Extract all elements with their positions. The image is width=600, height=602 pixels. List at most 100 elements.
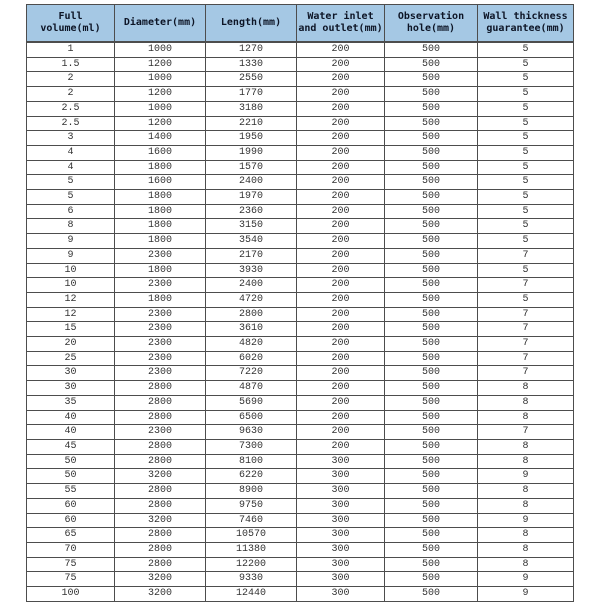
table-cell: 25 <box>26 350 115 367</box>
table-cell: 75 <box>26 571 115 588</box>
table-cell: 9750 <box>205 497 297 514</box>
table-cell: 5 <box>477 41 574 58</box>
table-cell: 8100 <box>205 453 297 470</box>
table-cell: 300 <box>296 586 385 602</box>
table-cell: 1 <box>26 41 115 58</box>
table-cell: 8 <box>477 541 574 558</box>
table-cell: 2 <box>26 86 115 102</box>
table-cell: 1000 <box>114 100 206 117</box>
table-cell: 5 <box>477 130 574 146</box>
table-cell: 50 <box>26 453 115 470</box>
table-cell: 200 <box>296 277 385 293</box>
table-cell: 1990 <box>205 144 297 161</box>
table-cell: 300 <box>296 527 385 543</box>
table-cell: 5 <box>477 174 574 191</box>
table-cell: 500 <box>384 306 478 323</box>
table-cell: 75 <box>26 556 115 573</box>
table-cell: 6500 <box>205 409 297 426</box>
table-cell: 500 <box>384 438 478 455</box>
table-cell: 500 <box>384 586 478 602</box>
table-cell: 200 <box>296 71 385 88</box>
table-cell: 200 <box>296 174 385 191</box>
table-cell: 6020 <box>205 350 297 367</box>
table-cell: 5 <box>477 233 574 249</box>
table-cell: 3180 <box>205 100 297 117</box>
table-cell: 11380 <box>205 541 297 558</box>
table-row: 30 2300 7220 200 500 7 <box>26 365 574 382</box>
table-cell: 2400 <box>205 174 297 191</box>
table-cell: 500 <box>384 571 478 588</box>
table-cell: 500 <box>384 541 478 558</box>
table-cell: 2170 <box>205 247 297 264</box>
table-cell: 200 <box>296 291 385 308</box>
table-cell: 500 <box>384 218 478 235</box>
table-cell: 55 <box>26 483 115 499</box>
table-cell: 5 <box>26 174 115 191</box>
table-cell: 500 <box>384 203 478 220</box>
table-cell: 7460 <box>205 512 297 529</box>
table-cell: 5 <box>477 291 574 308</box>
table-cell: 10 <box>26 262 115 279</box>
table-cell: 7 <box>477 277 574 293</box>
table-cell: 3930 <box>205 262 297 279</box>
table-cell: 200 <box>296 336 385 352</box>
table-cell: 40 <box>26 424 115 440</box>
column-header-line: volume(ml) <box>40 23 101 34</box>
table-cell: 500 <box>384 336 478 352</box>
table-cell: 200 <box>296 424 385 440</box>
table-cell: 2800 <box>114 527 206 543</box>
table-cell: 200 <box>296 130 385 146</box>
table-cell: 1330 <box>205 56 297 73</box>
table-cell: 500 <box>384 321 478 338</box>
column-header-line: guarantee(mm) <box>486 23 565 34</box>
table-cell: 8 <box>477 497 574 514</box>
table-cell: 300 <box>296 497 385 514</box>
table-cell: 7 <box>477 321 574 338</box>
table-cell: 1200 <box>114 86 206 102</box>
table-cell: 200 <box>296 394 385 411</box>
table-cell: 9 <box>477 468 574 485</box>
table-cell: 2300 <box>114 247 206 264</box>
table-cell: 9 <box>26 233 115 249</box>
table-cell: 7 <box>477 350 574 367</box>
table-cell: 5 <box>477 189 574 205</box>
table-cell: 1800 <box>114 262 206 279</box>
table-row: 75 3200 9330 300 500 9 <box>26 571 574 588</box>
table-cell: 500 <box>384 468 478 485</box>
table-cell: 1800 <box>114 291 206 308</box>
table-cell: 500 <box>384 424 478 440</box>
table-cell: 5 <box>477 203 574 220</box>
spec-table: Full volume(ml) Diameter(mm) Length(mm) Wate… <box>26 4 574 602</box>
table-cell: 500 <box>384 100 478 117</box>
table-cell: 8 <box>26 218 115 235</box>
table-cell: 65 <box>26 527 115 543</box>
table-cell: 30 <box>26 380 115 396</box>
table-row: 35 2800 5690 200 500 8 <box>26 394 574 411</box>
table-cell: 500 <box>384 380 478 396</box>
table-cell: 2800 <box>114 497 206 514</box>
table-cell: 3200 <box>114 586 206 602</box>
column-header-line: Full <box>58 11 83 22</box>
table-cell: 8 <box>477 483 574 499</box>
table-row: 15 2300 3610 200 500 7 <box>26 321 574 338</box>
table-cell: 1800 <box>114 203 206 220</box>
table-cell: 1570 <box>205 159 297 176</box>
table-cell: 12200 <box>205 556 297 573</box>
table-cell: 15 <box>26 321 115 338</box>
table-cell: 2360 <box>205 203 297 220</box>
table-cell: 1950 <box>205 130 297 146</box>
table-cell: 1800 <box>114 159 206 176</box>
table-cell: 500 <box>384 409 478 426</box>
table-cell: 2800 <box>114 453 206 470</box>
table-cell: 200 <box>296 306 385 323</box>
table-row: 30 2800 4870 200 500 8 <box>26 380 574 396</box>
table-cell: 7220 <box>205 365 297 382</box>
table-row: 5 1800 1970 200 500 5 <box>26 189 574 205</box>
table-cell: 200 <box>296 56 385 73</box>
table-row: 12 2300 2800 200 500 7 <box>26 306 574 323</box>
table-cell: 1200 <box>114 56 206 73</box>
table-cell: 200 <box>296 350 385 367</box>
table-cell: 500 <box>384 174 478 191</box>
table-cell: 8 <box>477 409 574 426</box>
table-cell: 2300 <box>114 336 206 352</box>
